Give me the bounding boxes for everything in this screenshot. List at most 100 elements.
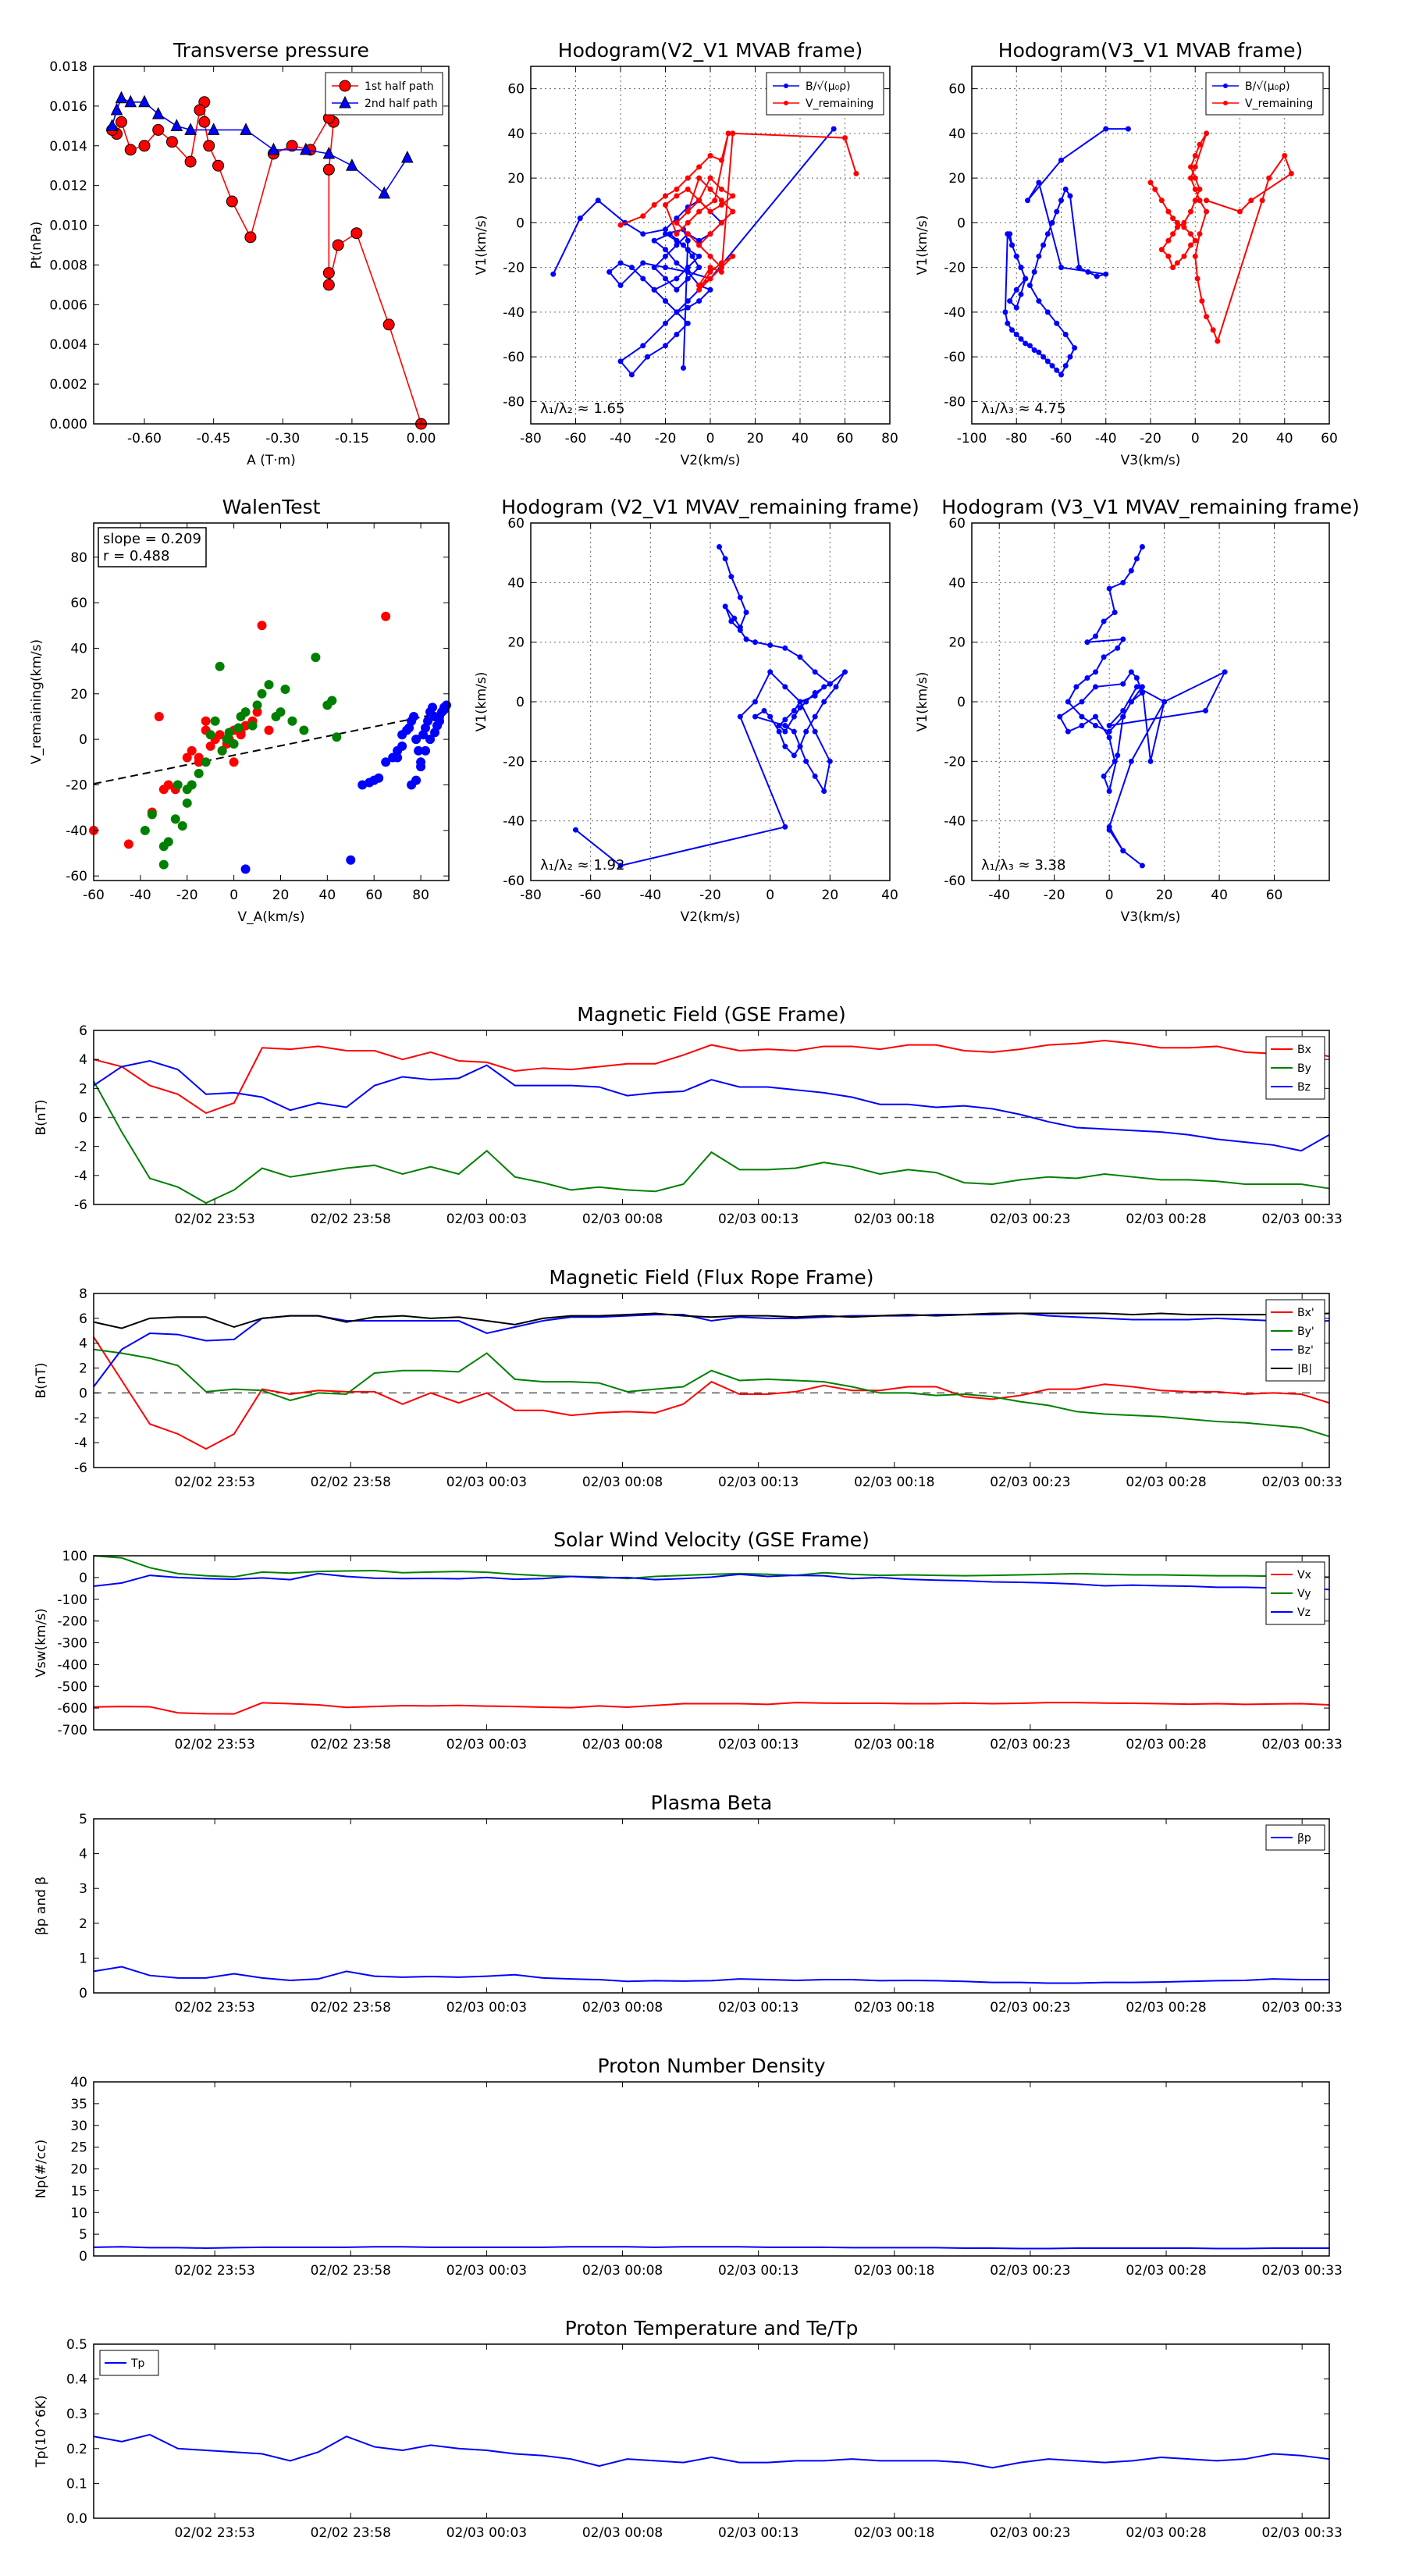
data-point [1165, 237, 1172, 244]
series-named [617, 130, 859, 293]
y-tick-label: 40 [948, 126, 966, 142]
data-point [151, 106, 165, 119]
x-tick-label: 40 [319, 888, 336, 903]
data-point [707, 153, 713, 158]
data-point [685, 237, 691, 244]
x-tick-label: 02/03 00:13 [718, 1737, 799, 1752]
data-point [1062, 186, 1069, 192]
y-tick-label: 0.008 [49, 258, 87, 273]
x-tick-label: 02/03 00:13 [718, 1212, 799, 1227]
data-point [812, 773, 818, 779]
x-tick-label: 02/03 00:28 [1126, 1737, 1206, 1752]
x-tick-label: 02/02 23:53 [174, 2525, 254, 2541]
x-axis-label: V2(km/s) [681, 909, 741, 925]
data-point [674, 260, 680, 266]
legend-label: B/√(μ₀ρ) [806, 80, 851, 93]
data-point [1248, 197, 1254, 204]
data-point [1018, 265, 1024, 271]
series-line [1004, 128, 1129, 376]
x-tick-label: -0.60 [127, 431, 162, 447]
data-point [1165, 253, 1172, 259]
x-tick-label: 02/03 00:18 [854, 1475, 934, 1490]
x-axis-label: V2(km/s) [681, 453, 741, 468]
chart-p8: Magnetic Field (Flux Rope Frame)-6-4-202… [34, 1266, 1343, 1490]
data-point [617, 358, 624, 365]
x-tick-label: -60 [580, 888, 602, 903]
legend-label: Bz' [1297, 1344, 1314, 1357]
data-point [203, 140, 215, 152]
chart-title: WalenTest [222, 496, 321, 518]
y-tick-label: 0.010 [49, 219, 87, 234]
data-point [737, 713, 743, 720]
series-1st-half-path [106, 96, 428, 430]
data-point [1044, 231, 1051, 237]
x-tick-label: 80 [881, 431, 898, 447]
data-point [1084, 674, 1090, 681]
y-tick-label: 40 [70, 641, 87, 656]
data-point [1125, 126, 1131, 132]
series-line [552, 128, 834, 376]
data-point [124, 94, 137, 108]
stats-text: slope = 0.209 [103, 531, 201, 547]
data-point [322, 279, 335, 291]
data-point [707, 253, 713, 259]
x-tick-label: 80 [412, 888, 429, 903]
legend-label: 1st half path [365, 80, 434, 93]
data-point [1106, 728, 1112, 735]
data-point [712, 197, 718, 204]
data-point [170, 814, 180, 824]
data-point [198, 116, 211, 128]
data-point [827, 758, 833, 764]
legend-marker [784, 84, 788, 88]
data-point [397, 741, 407, 751]
data-point [803, 699, 809, 705]
eigenvalue-ratio: λ₁/λ₃ ≈ 4.75 [981, 400, 1065, 417]
y-axis-label: βp and β [34, 1877, 49, 1935]
data-point [776, 723, 782, 729]
y-tick-label: 60 [948, 82, 966, 98]
data-point [628, 372, 635, 378]
data-point [617, 222, 624, 228]
data-point [550, 271, 557, 277]
data-point [1005, 231, 1011, 237]
x-tick-label: 02/02 23:53 [174, 1737, 254, 1752]
x-axis-label: V3(km/s) [1121, 909, 1181, 925]
chart-p11: Proton Number Density 0 5 10 15 20 25 30 35 40 02/… [34, 2055, 1343, 2279]
data-point [707, 231, 713, 237]
data-point [187, 745, 197, 756]
data-point [663, 201, 668, 208]
x-tick-label: 40 [791, 431, 809, 447]
data-point [1192, 197, 1198, 204]
chart-p2: Hodogram(V2_V1 MVAB frame) -80 -60 -40 -20 0 2… [474, 39, 898, 468]
data-point [782, 717, 788, 723]
data-point [1106, 723, 1112, 729]
x-tick-label: 02/02 23:53 [174, 2263, 254, 2279]
x-tick-label: 02/03 00:18 [854, 2000, 934, 2016]
data-point [1044, 358, 1051, 365]
series-Bz-line [93, 1312, 1330, 1388]
data-point [430, 728, 440, 738]
data-point [322, 146, 336, 159]
series-line [1058, 546, 1227, 866]
y-tick-label: -600 [57, 1701, 87, 1717]
series-Np-line [93, 2246, 1329, 2250]
x-tick-label: -100 [957, 431, 987, 447]
y-axis-label: Np(#/cc) [34, 2140, 49, 2198]
data-point [1036, 349, 1042, 355]
y-tick-label: 6 [79, 1311, 87, 1327]
data-point [685, 208, 691, 215]
series-Vy-line [93, 1555, 1330, 1580]
x-tick-label: -20 [1044, 888, 1065, 903]
data-point [425, 735, 436, 745]
data-point [1013, 332, 1019, 337]
y-tick-label: -500 [57, 1679, 87, 1695]
gridlines [972, 522, 1329, 881]
chart-title: Magnetic Field (GSE Frame) [577, 1003, 845, 1026]
data-point [674, 332, 680, 337]
chart-title: Hodogram(V2_V1 MVAB frame) [558, 39, 863, 62]
data-point [1036, 298, 1042, 304]
y-tick-label: -20 [66, 777, 87, 793]
data-point [663, 265, 668, 271]
data-point [1174, 260, 1180, 266]
data-point [685, 276, 691, 282]
